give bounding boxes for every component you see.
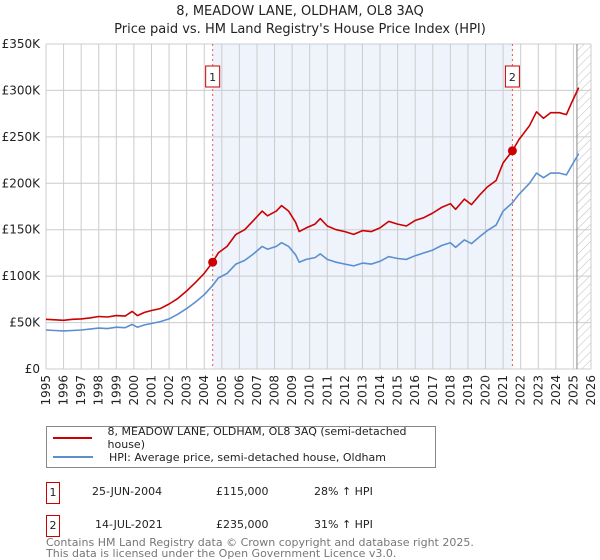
x-tick-label: 2002 (162, 375, 176, 406)
x-tick-label: 2005 (215, 375, 229, 406)
forecast-hatch (576, 44, 591, 369)
sale-marker-box (504, 65, 520, 88)
sale-hpi-diff: 28% ↑ HPI (314, 485, 373, 498)
x-tick-label: 2018 (443, 375, 457, 406)
y-tick-label: £50K (9, 316, 41, 330)
legend-item-property: 8, MEADOW LANE, OLDHAM, OL8 3AQ (semi-de… (47, 425, 435, 451)
x-tick-label: 2017 (426, 375, 440, 406)
y-tick-label: £350K (2, 37, 42, 51)
x-tick-label: 2010 (303, 375, 317, 406)
y-tick-label: £200K (2, 176, 42, 190)
legend-swatch-red (53, 437, 92, 439)
chart-subtitle: Price paid vs. HM Land Registry's House … (114, 22, 486, 37)
x-tick-label: 2009 (285, 375, 299, 406)
footer-copyright: Contains HM Land Registry data © Crown c… (46, 536, 474, 549)
x-tick-label: 2022 (514, 375, 528, 406)
y-tick-label: £150K (2, 223, 42, 237)
x-tick-label: 1996 (57, 375, 71, 406)
sale-price: £235,000 (216, 518, 269, 531)
sale-point (507, 146, 517, 156)
x-tick-label: 2023 (531, 375, 545, 406)
sale-marker-box (205, 65, 221, 88)
x-tick-label: 2012 (338, 375, 352, 406)
x-tick-label: 2026 (584, 375, 598, 406)
legend-label-property: 8, MEADOW LANE, OLDHAM, OL8 3AQ (semi-de… (107, 425, 407, 451)
x-tick-label: 1998 (92, 375, 106, 406)
x-tick-label: 2015 (391, 375, 405, 406)
x-tick-label: 2000 (127, 375, 141, 406)
hpi-line (45, 153, 580, 332)
footer-licence: This data is licensed under the Open Gov… (46, 547, 397, 560)
sale-marker-badge: 1 (46, 482, 60, 504)
x-tick-label: 2006 (232, 375, 246, 406)
legend-item-hpi: HPI: Average price, semi-detached house,… (47, 448, 386, 466)
x-tick-label: 2014 (373, 375, 387, 406)
x-tick-label: 2008 (268, 375, 282, 406)
sale-hpi-diff: 31% ↑ HPI (314, 518, 373, 531)
y-tick-label: £0 (25, 362, 40, 376)
legend-swatch-blue (53, 456, 93, 458)
x-tick-label: 2024 (549, 375, 563, 406)
x-tick-label: 2021 (496, 375, 510, 406)
sale-date: 25-JUN-2004 (92, 485, 163, 498)
sale-price: £115,000 (216, 485, 269, 498)
y-tick-label: £250K (2, 130, 42, 144)
sale-point (208, 257, 218, 267)
sale-marker-label: 2 (509, 71, 516, 84)
x-tick-label: 2020 (479, 375, 493, 406)
x-tick-label: 2013 (355, 375, 369, 406)
x-tick-label: 2001 (144, 375, 158, 406)
x-tick-label: 2016 (408, 375, 422, 406)
legend-label-hpi: HPI: Average price, semi-detached house,… (109, 450, 386, 464)
x-tick-label: 1999 (109, 375, 123, 406)
y-tick-label: £100K (2, 269, 42, 283)
sale-marker-label: 1 (209, 71, 216, 84)
x-tick-label: 2019 (461, 375, 475, 406)
chart-title: 8, MEADOW LANE, OLDHAM, OL8 3AQ (176, 4, 424, 19)
legend: 8, MEADOW LANE, OLDHAM, OL8 3AQ (semi-de… (46, 425, 436, 468)
y-tick-label: £300K (2, 83, 42, 97)
price-chart: 1995 1996 1997 1998 1999 2000 2001 2002 2003 2004… (2, 37, 598, 406)
x-tick-label: 2003 (180, 375, 194, 406)
x-tick-label: 2025 (566, 375, 580, 406)
sale-marker-badge: 2 (46, 515, 60, 537)
property-price-line (45, 87, 580, 322)
x-tick-label: 1997 (74, 375, 88, 406)
x-tick-label: 2004 (197, 375, 211, 406)
x-tick-label: 2011 (320, 375, 334, 406)
x-tick-label: 2007 (250, 375, 264, 406)
sale-date: 14-JUL-2021 (95, 518, 163, 531)
x-tick-label: 1995 (39, 375, 53, 406)
